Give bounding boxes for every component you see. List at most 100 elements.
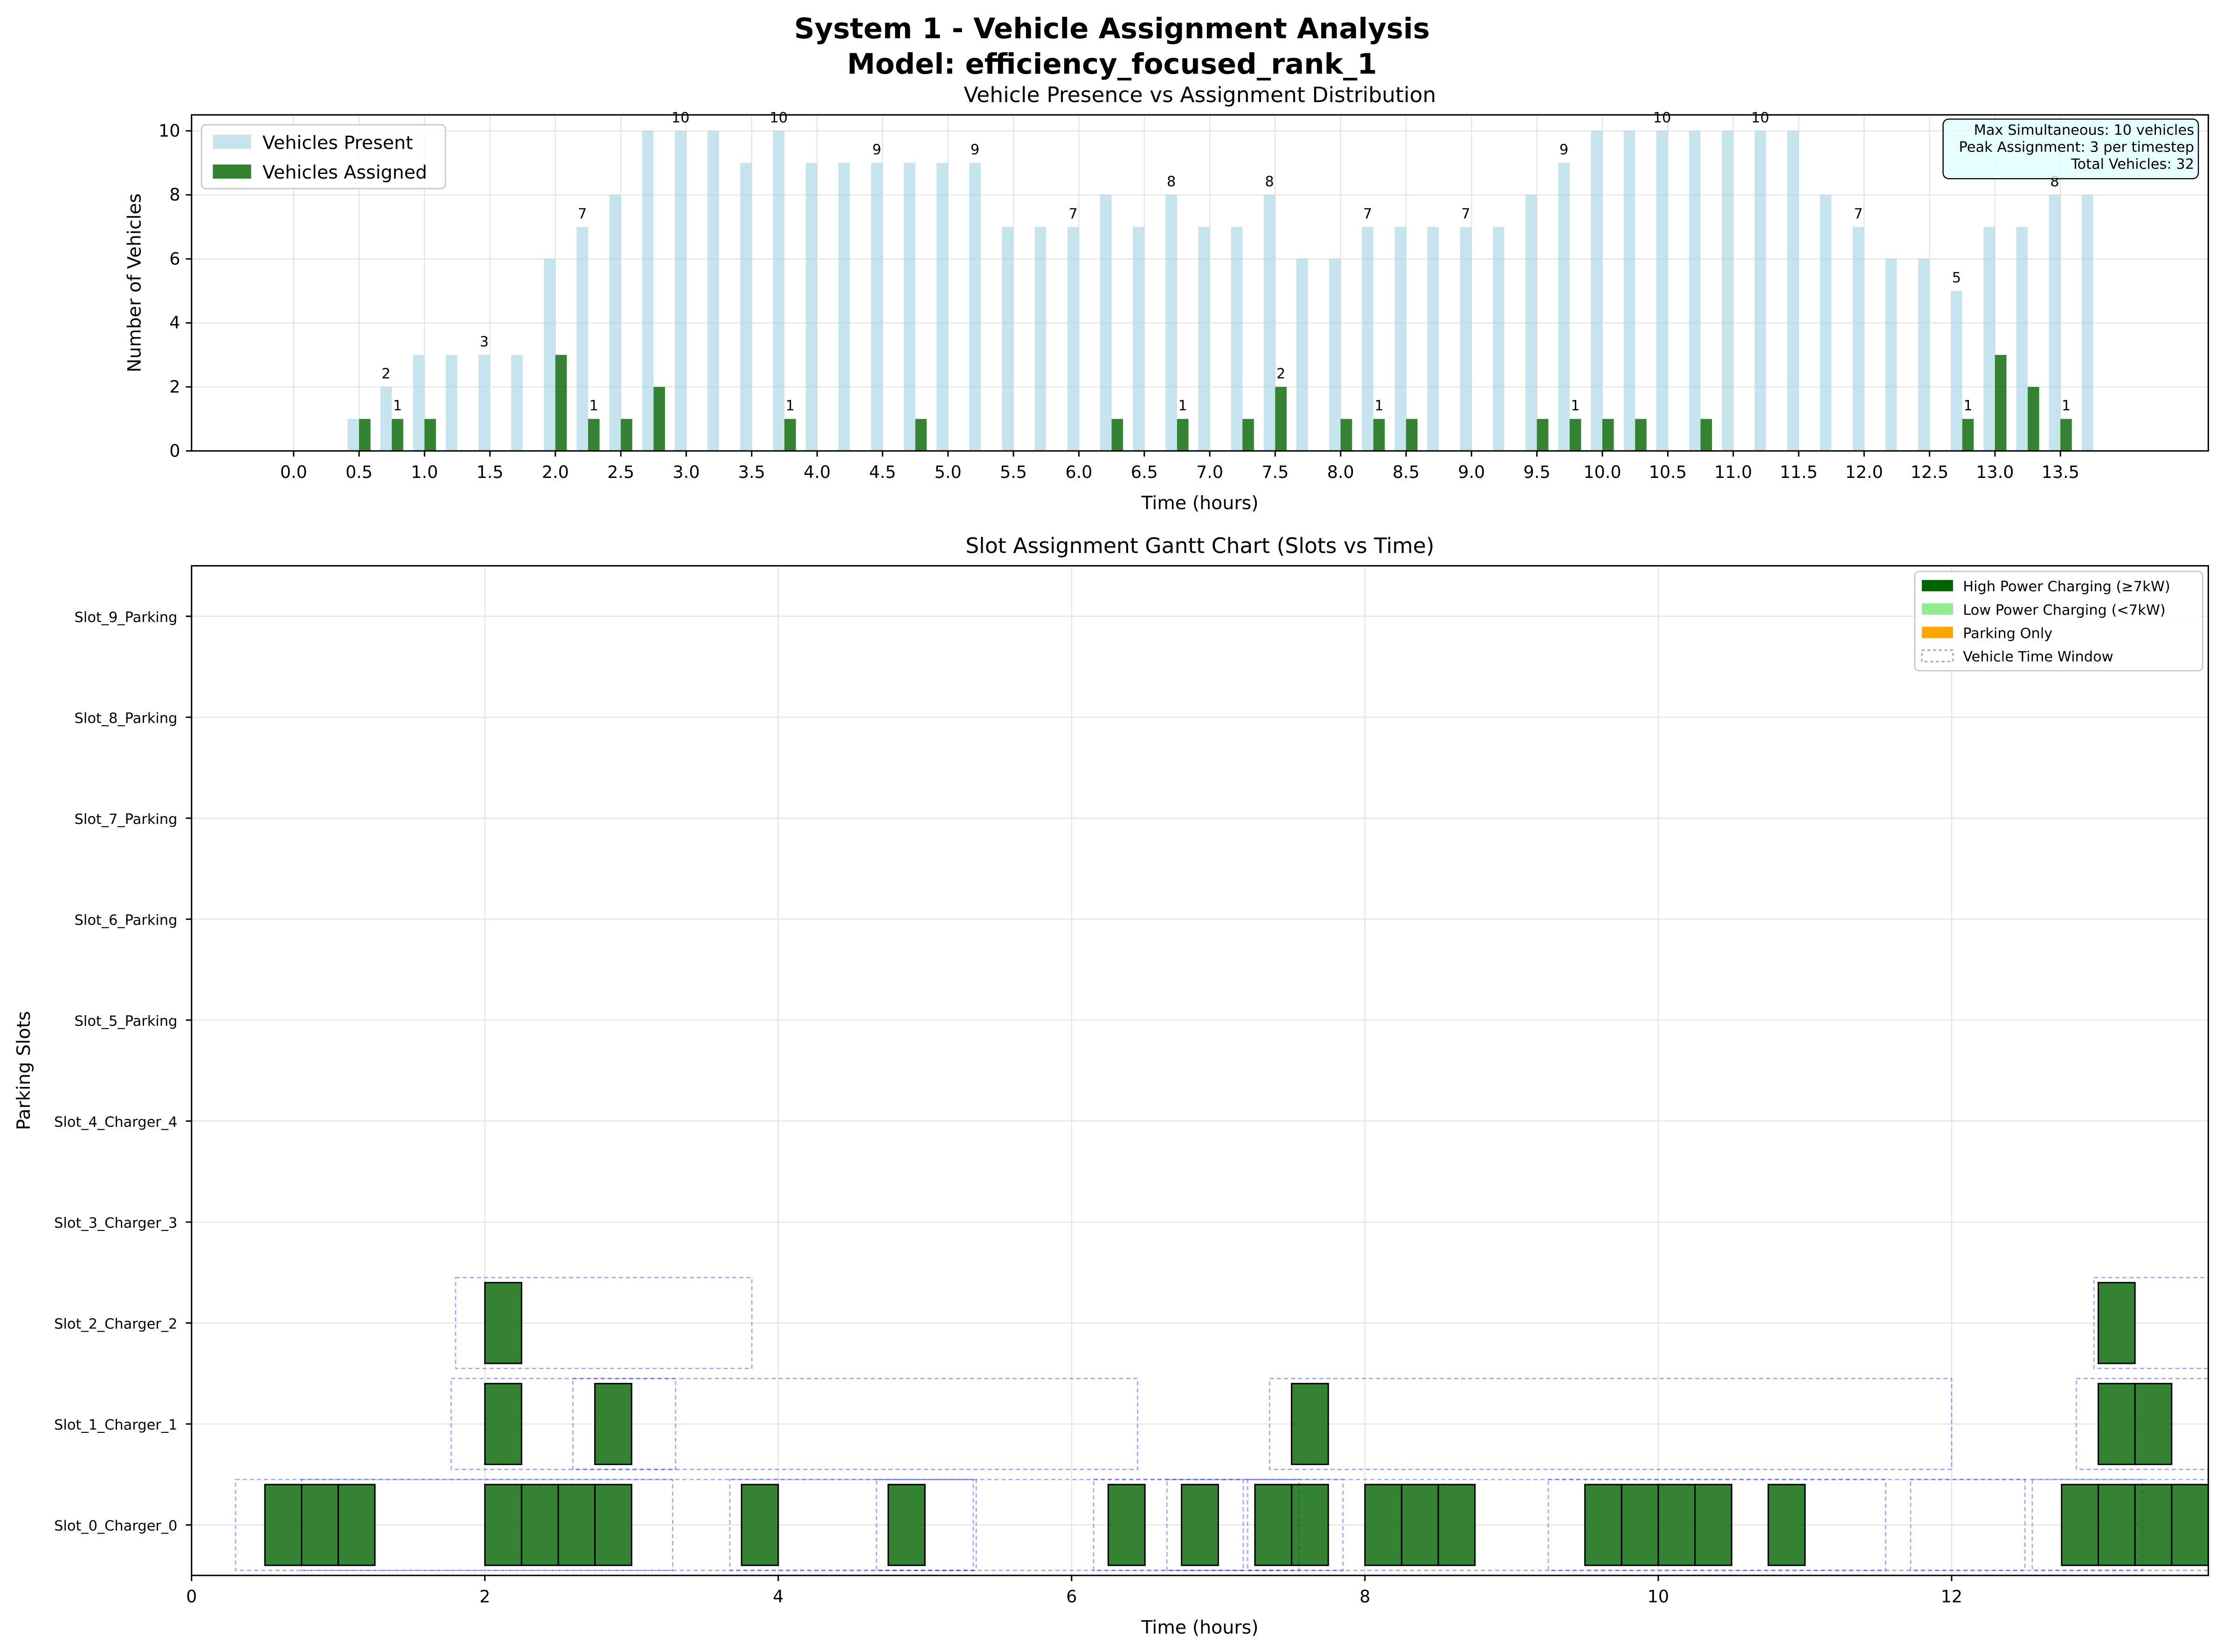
bar — [784, 419, 796, 451]
bar — [1263, 194, 1275, 451]
value-label: 1 — [589, 398, 598, 414]
bar — [1852, 227, 1864, 451]
bar — [2060, 419, 2072, 451]
legend-label: High Power Charging (≥7kW) — [1963, 579, 2170, 595]
bar — [359, 419, 371, 451]
time-window — [1093, 1479, 1244, 1571]
x-axis-label: Time (hours) — [1141, 1617, 1258, 1638]
value-label: 5 — [1952, 270, 1961, 286]
assignment-bar — [1657, 1484, 1696, 1566]
x-tick-label: 8.5 — [1393, 462, 1420, 482]
bar — [1918, 259, 1930, 451]
y-tick-label: Slot_4_Charger_4 — [54, 1114, 177, 1131]
legend-swatch — [213, 164, 251, 179]
y-tick-label: 8 — [169, 185, 180, 205]
bar — [413, 355, 425, 451]
value-label: 10 — [1653, 110, 1671, 126]
value-label: 7 — [1461, 206, 1470, 222]
bar — [1165, 194, 1177, 451]
bar — [1623, 131, 1635, 451]
y-tick-label: 6 — [169, 249, 180, 269]
value-label: 9 — [873, 142, 881, 158]
value-label: 10 — [769, 110, 788, 126]
axes-title: Slot Assignment Gantt Chart (Slots vs Ti… — [965, 533, 1434, 558]
bar — [1558, 163, 1570, 451]
time-window — [450, 1378, 677, 1470]
y-axis-label: Number of Vehicles — [124, 194, 145, 373]
bar — [2028, 387, 2039, 451]
bar — [740, 163, 752, 451]
bar — [1100, 194, 1112, 451]
bar — [1427, 227, 1439, 451]
bar — [1537, 419, 1549, 451]
bar — [838, 163, 850, 451]
bar — [392, 419, 403, 451]
y-tick-label: Slot_3_Charger_3 — [54, 1215, 177, 1231]
assignment-bar — [1437, 1484, 1476, 1566]
assignment-bar — [1107, 1484, 1146, 1566]
time-window — [876, 1479, 977, 1571]
x-tick-label: 4 — [773, 1587, 783, 1607]
legend-swatch — [1921, 649, 1954, 663]
time-window — [1269, 1378, 1953, 1470]
y-tick-label: Slot_2_Charger_2 — [54, 1316, 177, 1333]
bar — [871, 163, 883, 451]
x-tick-label: 6.5 — [1131, 462, 1158, 482]
x-tick-label: 4.0 — [804, 462, 831, 482]
assignment-bar — [1254, 1484, 1293, 1566]
bar — [642, 131, 654, 451]
bar — [1133, 227, 1144, 451]
x-tick-label: 1.5 — [477, 462, 504, 482]
assignment-bar — [2097, 1282, 2136, 1364]
assignment-bar — [741, 1484, 779, 1566]
x-tick-label: 3.0 — [673, 462, 700, 482]
x-tick-label: 0 — [186, 1587, 197, 1607]
assignment-bar — [1621, 1484, 1659, 1566]
bar — [1722, 131, 1733, 451]
bar — [2081, 194, 2093, 451]
x-tick-label: 10.5 — [1649, 462, 1687, 482]
value-label: 8 — [1167, 174, 1176, 190]
bar — [544, 259, 555, 451]
x-tick-label: 13.0 — [1976, 462, 2014, 482]
value-label: 7 — [1069, 206, 1078, 222]
bar — [1460, 227, 1472, 451]
x-tick-label: 3.5 — [738, 462, 765, 482]
x-tick-label: 8 — [1359, 1587, 1370, 1607]
bar — [1995, 355, 2007, 451]
assignment-bar — [594, 1382, 632, 1465]
legend-swatch — [1922, 580, 1953, 592]
bar — [1656, 131, 1668, 451]
bar — [1602, 419, 1614, 451]
x-tick-label: 5.5 — [1000, 462, 1027, 482]
bar — [445, 355, 457, 451]
bar — [576, 227, 589, 451]
value-label: 1 — [1178, 398, 1187, 414]
x-tick-label: 12 — [1941, 1587, 1962, 1607]
x-tick-label: 10 — [1648, 1587, 1669, 1607]
assignment-bar — [1364, 1484, 1403, 1566]
assignment-bar — [484, 1282, 522, 1364]
assignment-bar — [2171, 1484, 2209, 1566]
x-tick-label: 7.0 — [1196, 462, 1223, 482]
value-label: 10 — [672, 110, 690, 126]
time-window — [1247, 1479, 1344, 1571]
assignment-bar — [887, 1484, 926, 1566]
assignment-bar — [1291, 1382, 1329, 1465]
value-label: 7 — [1363, 206, 1372, 222]
x-axis-label: Time (hours) — [1141, 492, 1258, 514]
axes-frame — [191, 565, 2209, 1576]
bar — [1198, 227, 1210, 451]
y-tick-label: Slot_1_Charger_1 — [54, 1417, 177, 1433]
bar — [588, 419, 600, 451]
bar — [1525, 194, 1537, 451]
time-window — [455, 1277, 753, 1369]
x-tick-label: 0.5 — [346, 462, 373, 482]
assignment-bar — [2097, 1382, 2136, 1465]
bar — [1362, 227, 1373, 451]
bar — [380, 387, 392, 451]
assignment-bar — [1584, 1484, 1622, 1566]
value-label: 1 — [786, 398, 795, 414]
value-label: 1 — [1963, 398, 1972, 414]
